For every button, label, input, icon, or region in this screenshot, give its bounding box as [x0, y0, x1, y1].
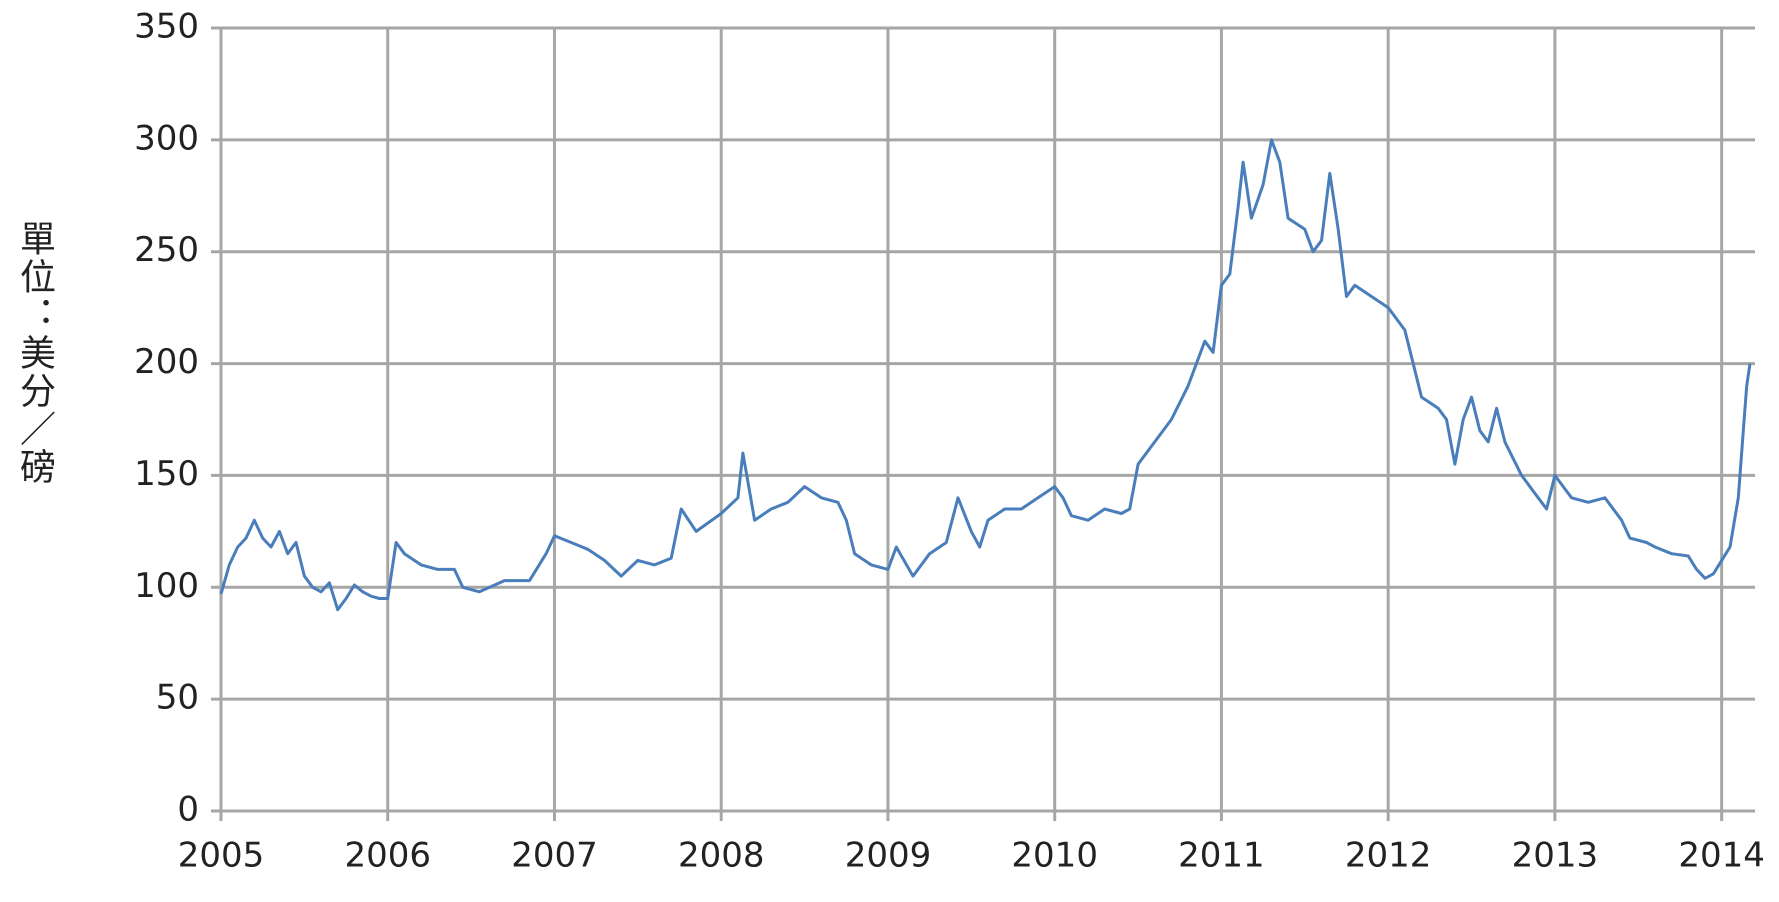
- x-tick-label: 2014: [1678, 836, 1765, 876]
- y-tick-label: 350: [134, 7, 199, 47]
- x-tick-label: 2012: [1345, 836, 1432, 876]
- data-line: [219, 138, 1752, 612]
- y-tick-label: 0: [177, 790, 199, 830]
- y-tick-label: 300: [134, 118, 199, 158]
- y-tick-label: 100: [134, 566, 199, 606]
- x-tick-label: 2009: [845, 836, 932, 876]
- y-tick-label: 50: [156, 678, 199, 718]
- y-axis-label: 單位：美分／磅: [14, 220, 55, 486]
- x-tick-label: 2007: [511, 836, 598, 876]
- x-tick-label: 2008: [678, 836, 765, 876]
- x-tick-label: 2013: [1512, 836, 1599, 876]
- x-tick-label: 2011: [1178, 836, 1265, 876]
- y-tick-label: 150: [134, 454, 199, 494]
- y-tick-label: 200: [134, 342, 199, 382]
- x-tick-label: 2005: [178, 836, 265, 876]
- x-tick-label: 2006: [344, 836, 431, 876]
- y-tick-label: 250: [134, 230, 199, 270]
- x-tick-label: 2010: [1011, 836, 1098, 876]
